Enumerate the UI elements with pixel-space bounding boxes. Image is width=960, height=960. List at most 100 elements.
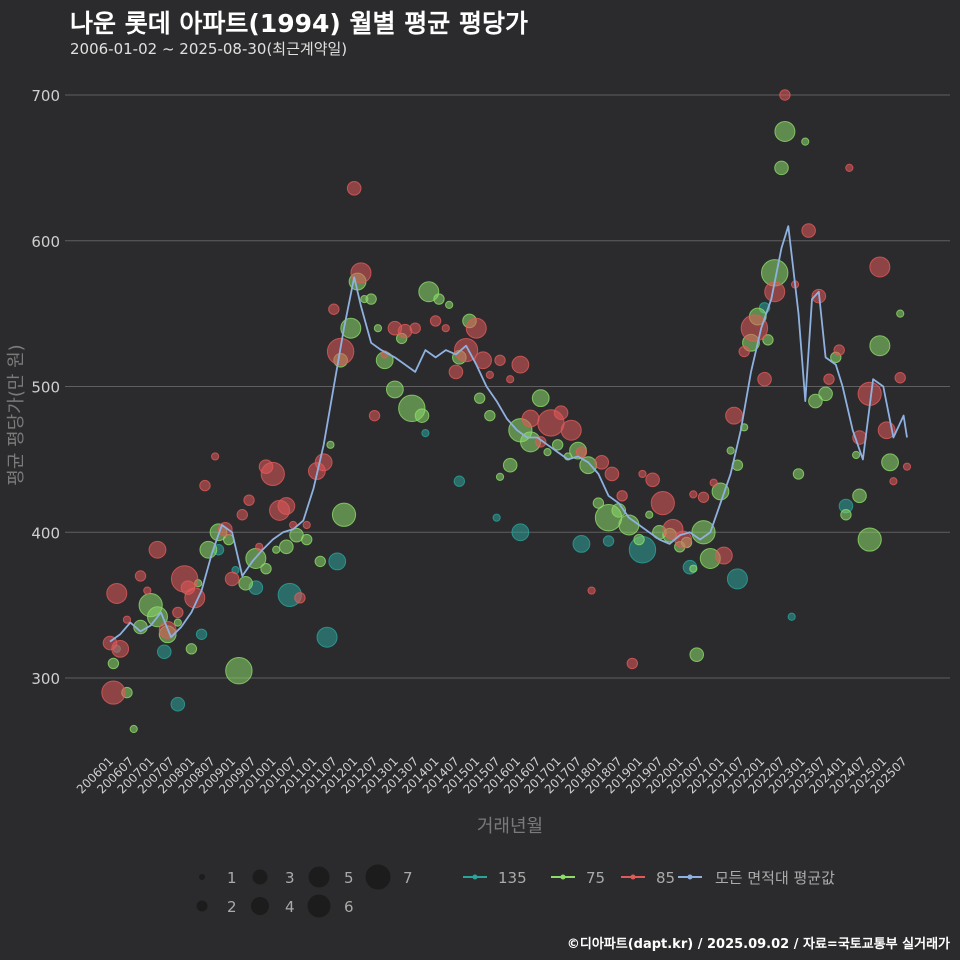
size-legend-label: 1 <box>227 869 237 887</box>
data-point-85 <box>224 571 240 587</box>
data-point-85 <box>697 491 710 503</box>
data-point-135 <box>572 535 591 553</box>
data-point-85 <box>511 355 530 374</box>
data-point-85 <box>714 546 733 565</box>
data-point-85 <box>199 479 211 492</box>
data-point-75 <box>502 457 518 473</box>
y-tick-label: 400 <box>31 524 60 542</box>
data-point-75 <box>645 510 654 519</box>
data-point-75 <box>484 409 496 422</box>
data-point-85 <box>409 322 421 334</box>
data-point-135 <box>511 523 530 542</box>
data-point-135 <box>328 552 347 571</box>
data-point-75 <box>808 393 823 409</box>
size-legend-circle <box>252 869 268 885</box>
data-point-85 <box>211 452 220 461</box>
data-point-75 <box>373 324 383 333</box>
size-legend-circle <box>365 864 391 890</box>
data-point-75 <box>689 564 698 573</box>
data-point-85 <box>148 540 167 559</box>
data-point-85 <box>757 371 772 387</box>
size-legend-circle <box>196 900 208 912</box>
data-point-75 <box>185 643 198 655</box>
data-point-75 <box>691 520 716 545</box>
data-point-75 <box>173 618 182 627</box>
data-point-75 <box>726 446 735 455</box>
data-point-85 <box>134 570 147 582</box>
data-point-85 <box>587 586 596 595</box>
data-point-85 <box>650 491 675 516</box>
data-point-85 <box>454 337 479 363</box>
area-legend-marker <box>630 874 636 880</box>
data-point-75 <box>774 120 796 142</box>
data-point-75 <box>689 647 705 662</box>
size-legend-label: 5 <box>344 869 354 887</box>
data-point-85 <box>894 372 906 384</box>
data-point-75 <box>301 533 313 546</box>
data-point-135 <box>195 628 208 640</box>
data-point-75 <box>857 527 882 552</box>
data-point-85 <box>823 373 835 385</box>
x-axis-label: 거래년월 <box>477 816 543 837</box>
data-point-85 <box>594 454 610 470</box>
data-point-85 <box>243 494 255 506</box>
data-point-85 <box>740 314 769 342</box>
data-point-135 <box>316 626 338 648</box>
data-point-85 <box>494 354 506 366</box>
chart-title: 나운 롯데 아파트(1994) 월별 평균 평당가 <box>70 9 528 38</box>
data-point-85 <box>709 478 718 487</box>
data-point-75 <box>326 440 335 449</box>
data-point-85 <box>255 542 264 551</box>
data-point-85 <box>575 446 588 458</box>
data-point-85 <box>833 344 845 356</box>
area-legend-label: 75 <box>586 869 605 887</box>
data-point-85 <box>725 406 743 425</box>
data-point-85 <box>346 180 362 196</box>
data-point-75 <box>869 335 891 357</box>
data-point-75 <box>840 509 852 521</box>
data-point-85 <box>560 419 582 441</box>
size-legend-label: 3 <box>285 869 295 887</box>
data-point-85 <box>604 466 620 482</box>
data-point-75 <box>473 392 486 404</box>
data-point-75 <box>272 545 281 554</box>
data-point-75 <box>129 724 138 734</box>
data-point-85 <box>779 89 791 101</box>
size-legend-label: 4 <box>285 898 295 916</box>
area-legend-label: 135 <box>498 869 527 887</box>
data-point-75 <box>238 575 253 591</box>
data-point-85 <box>260 461 285 487</box>
data-point-75 <box>107 657 120 670</box>
data-point-75 <box>551 439 564 451</box>
data-point-85 <box>645 472 660 488</box>
data-point-85 <box>638 469 647 479</box>
data-point-85 <box>521 409 540 428</box>
data-point-85 <box>302 520 311 530</box>
data-point-85 <box>441 324 450 333</box>
data-point-85 <box>506 375 515 384</box>
data-point-85 <box>350 262 372 284</box>
data-point-75 <box>792 468 805 480</box>
data-point-135 <box>492 513 501 522</box>
data-point-85 <box>143 586 152 595</box>
data-point-75 <box>543 447 552 457</box>
data-point-75 <box>762 334 774 346</box>
data-point-75 <box>818 386 833 402</box>
data-point-85 <box>738 345 750 358</box>
data-point-135 <box>726 568 748 590</box>
size-legend-label: 7 <box>403 869 413 887</box>
source-footer: ©디아파트(dapt.kr) / 2025.09.02 / 자료=국토교통부 실… <box>566 937 950 952</box>
data-point-75 <box>414 408 430 423</box>
size-legend-circle <box>307 894 331 918</box>
data-point-75 <box>852 488 867 504</box>
y-axis-label: 평균 평당가(만 원) <box>6 344 27 485</box>
data-point-135 <box>602 535 615 547</box>
data-point-75 <box>633 533 645 546</box>
avg-legend-label: 모든 면적대 평균값 <box>715 869 835 887</box>
data-point-75 <box>199 540 218 559</box>
data-point-135 <box>421 429 430 438</box>
data-point-85 <box>626 657 638 670</box>
y-tick-label: 500 <box>31 379 60 397</box>
data-point-85 <box>553 405 569 421</box>
